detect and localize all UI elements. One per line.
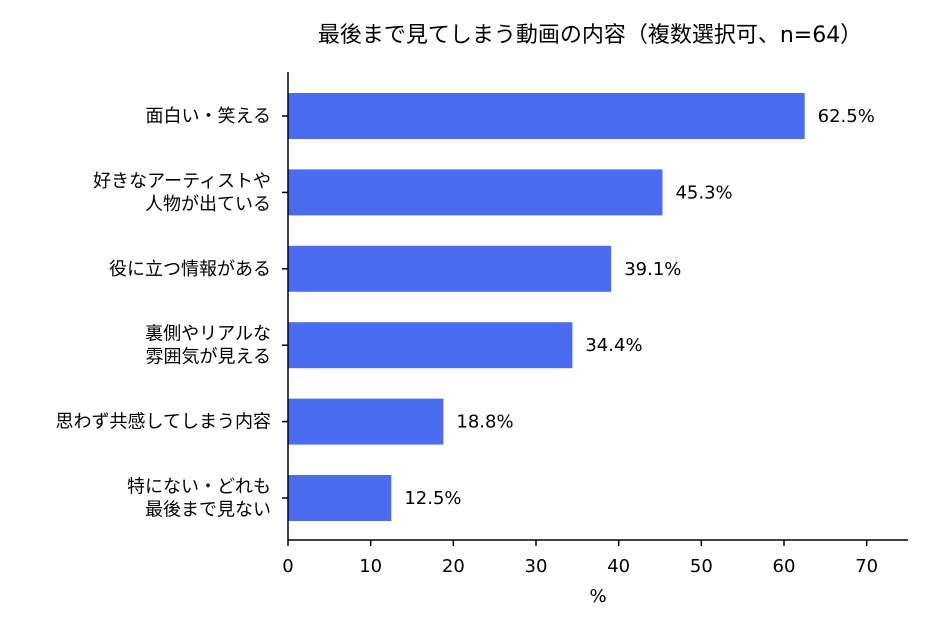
value-label: 62.5% (818, 106, 875, 127)
x-tick-label: 60 (773, 556, 796, 577)
category-label: 好きなアーティストや人物が出ている (93, 171, 271, 215)
x-tick-label: 20 (442, 556, 465, 577)
value-label: 18.8% (456, 412, 513, 433)
bar (288, 322, 573, 369)
plot-area: 0 10 20 30 40 50 60 70 面白い・笑える 62.5% 好きなアーティストや人物が… (56, 93, 878, 577)
value-label: 34.4% (585, 335, 642, 356)
value-label: 45.3% (675, 182, 732, 203)
x-tick-label: 10 (359, 556, 382, 577)
x-tick-label: 0 (282, 556, 293, 577)
category-label: 裏側やリアルな雰囲気が見える (145, 324, 271, 368)
bar (288, 245, 612, 292)
category-label: 面白い・笑える (146, 106, 271, 127)
chart-title: 最後まで見てしまう動画の内容（複数選択可、n=64） (318, 23, 862, 48)
bar (288, 475, 392, 521)
value-label: 39.1% (624, 259, 681, 280)
category-label: 思わず共感してしまう内容 (56, 412, 271, 433)
category-label: 特にない・どれも最後まで見ない (127, 477, 271, 521)
bar (288, 169, 663, 216)
x-axis-label: % (589, 586, 606, 607)
x-tick-label: 50 (690, 556, 713, 577)
bar (288, 93, 805, 139)
value-label: 12.5% (404, 488, 461, 509)
category-label: 役に立つ情報がある (109, 259, 271, 280)
x-tick-label: 70 (855, 556, 878, 577)
x-tick-label: 30 (525, 556, 548, 577)
x-tick-label: 40 (607, 556, 630, 577)
bar (288, 398, 444, 445)
